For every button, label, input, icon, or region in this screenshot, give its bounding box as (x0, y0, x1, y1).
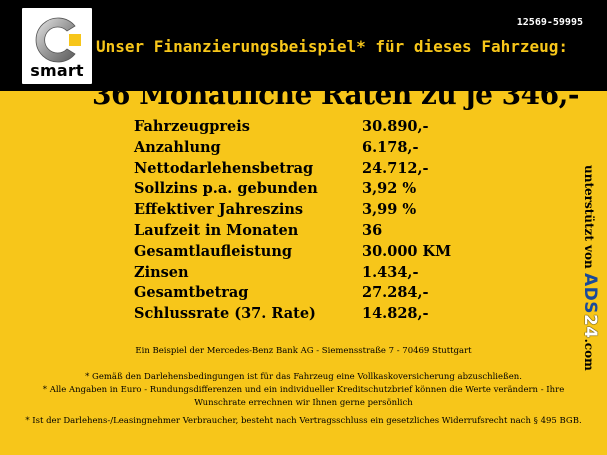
monthly-rate-headline: 36 Monatliche Raten zu je 346,- (92, 78, 579, 111)
footnote-insurance: * Gemäß den Darlehensbedingungen ist für… (85, 372, 522, 382)
row-value: 6.178,- (362, 138, 419, 156)
row-label: Anzahlung (134, 138, 221, 156)
header-bar: smart 12569-59995 Unser Finanzierungsbei… (0, 0, 607, 91)
row-label: Gesamtbetrag (134, 284, 249, 302)
row-value: 27.284,- (362, 284, 429, 302)
bank-line: Ein Beispiel der Mercedes-Benz Bank AG -… (135, 346, 472, 356)
sponsor-suffix: .com (582, 338, 596, 371)
row-value: 14.828,- (362, 305, 429, 323)
row-label: Zinsen (134, 263, 189, 281)
row-value: 3,92 % (362, 180, 417, 198)
smart-logo: smart (22, 8, 92, 84)
header-title: Unser Finanzierungsbeispiel* für dieses … (96, 37, 569, 56)
reference-code: 12569-59995 (516, 17, 583, 28)
footnote-withdrawal: * Ist der Darlehens-/Leasingnehmer Verbr… (25, 416, 582, 426)
row-value: 30.000 KM (362, 242, 452, 260)
smart-c-logo-icon (35, 17, 81, 63)
ads24-logo: ADS24 (580, 273, 600, 339)
sponsor-text: unterstützt von ADS24.com (580, 165, 600, 371)
smart-logo-text: smart (30, 61, 84, 80)
footnote-amounts: * Alle Angaben in Euro - Rundungsdiffere… (42, 385, 565, 395)
row-label: Fahrzeugpreis (134, 118, 250, 135)
row-label: Schlussrate (37. Rate) (134, 305, 316, 323)
footnote-amounts-cont: Wunschrate errechnen wir Ihnen gerne per… (194, 398, 413, 408)
ads24-logo-part-a: ADS (580, 272, 600, 314)
row-value: 30.890,- (362, 118, 429, 135)
row-value: 24.712,- (362, 159, 429, 177)
row-label: Nettodarlehensbetrag (134, 159, 314, 177)
row-value: 3,99 % (362, 201, 417, 219)
row-label: Sollzins p.a. gebunden (134, 180, 318, 198)
row-label: Laufzeit in Monaten (134, 221, 299, 239)
sponsor-sidebar: unterstützt von ADS24.com (580, 160, 600, 371)
row-label: Effektiver Jahreszins (134, 201, 304, 219)
ads24-logo-part-b: 24 (580, 313, 600, 339)
row-label: Gesamtlaufleistung (134, 242, 293, 260)
row-value: 1.434,- (362, 263, 419, 281)
sponsor-prefix: unterstützt von (582, 165, 596, 273)
row-value: 36 (362, 221, 383, 239)
